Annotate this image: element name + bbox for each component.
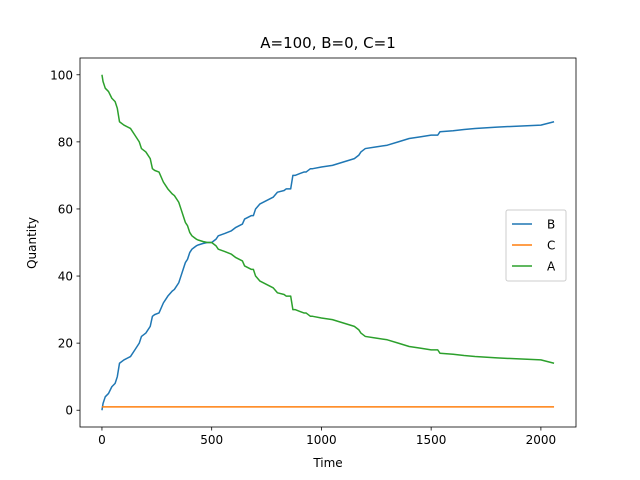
legend-label-C: C	[547, 239, 555, 253]
legend: BCA	[505, 209, 567, 282]
legend-box	[505, 209, 567, 282]
y-tick-label: 20	[58, 337, 73, 351]
series-line-B	[101, 121, 555, 411]
y-tick-label: 0	[65, 404, 73, 418]
x-tick-label: 1000	[306, 433, 337, 447]
legend-label-A: A	[547, 260, 556, 274]
y-tick-label: 60	[58, 202, 73, 216]
plot-area	[101, 74, 555, 411]
x-tick-label: 500	[200, 433, 223, 447]
y-tick-label: 80	[58, 135, 73, 149]
axes-frame	[79, 57, 577, 428]
x-tick-label: 1500	[416, 433, 447, 447]
y-tick-label: 100	[50, 68, 73, 82]
axes: 0 500 1000 1500 2000 0 20 40 60 80 100	[50, 57, 577, 447]
legend-label-B: B	[547, 218, 555, 232]
y-axis-label: Quantity	[25, 217, 39, 269]
x-tick-label: 0	[98, 433, 106, 447]
x-axis-label: Time	[312, 456, 342, 470]
x-tick-label: 2000	[526, 433, 557, 447]
y-tick-label: 40	[58, 270, 73, 284]
chart-title: A=100, B=0, C=1	[260, 34, 396, 52]
series-line-A	[101, 74, 555, 364]
